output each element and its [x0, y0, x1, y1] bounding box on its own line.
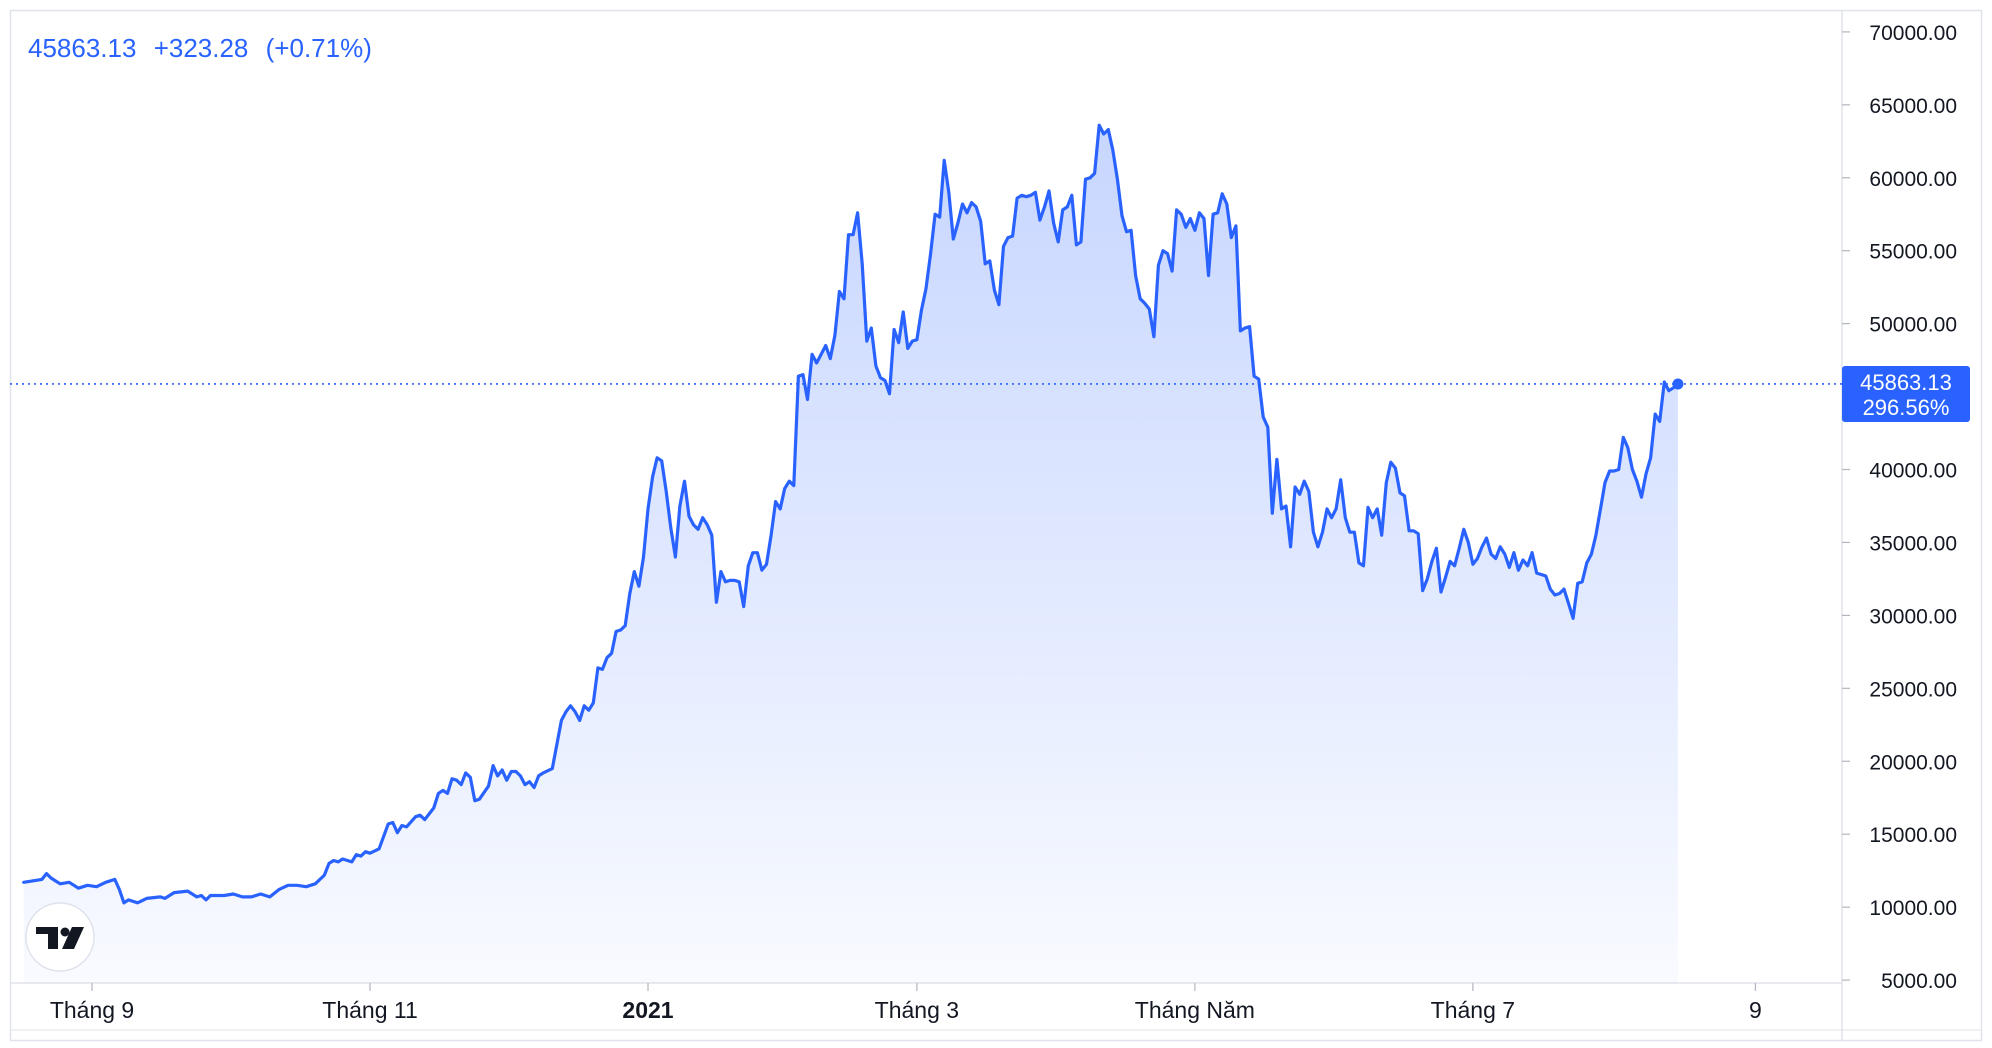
price-line[interactable]: [22, 123, 1680, 905]
y-tick-label: 25000.00: [1869, 678, 1957, 701]
x-tick-label: Tháng 9: [50, 997, 134, 1023]
last-price-badge: 45863.13 296.56%: [1842, 365, 1970, 422]
y-tick-label: 50000.00: [1869, 314, 1957, 337]
y-tick-label: 30000.00: [1869, 605, 1957, 628]
x-tick-label: Tháng 3: [875, 997, 959, 1023]
legend-change: +323.28: [154, 33, 249, 63]
last-price-badge-price: 45863.13: [1860, 370, 1952, 395]
price-axis[interactable]: 70000.00 65000.00 60000.00 55000.00 50000.00…: [1842, 22, 1957, 993]
x-tick-label: Tháng 11: [322, 997, 417, 1023]
y-tick-label: 40000.00: [1869, 460, 1957, 483]
legend-price: 45863.13: [28, 33, 136, 63]
y-tick-label: 35000.00: [1869, 532, 1957, 555]
y-tick-label: 55000.00: [1869, 241, 1957, 264]
y-tick-label: 65000.00: [1869, 95, 1957, 118]
y-tick-label: 10000.00: [1869, 897, 1957, 920]
y-tick-label: 60000.00: [1869, 168, 1957, 191]
legend-values: 45863.13 +323.28 (+0.71%): [28, 33, 372, 63]
tradingview-logo-icon[interactable]: [25, 902, 95, 972]
legend-change-percent: (+0.71%): [266, 33, 372, 63]
x-tick-label: Tháng Năm: [1135, 997, 1255, 1023]
x-tick-label: Tháng 7: [1431, 997, 1515, 1023]
last-price-badge-bg: [1842, 365, 1970, 422]
y-tick-label: 70000.00: [1869, 22, 1957, 45]
last-price-badge-percent: 296.56%: [1863, 395, 1950, 420]
y-tick-label: 20000.00: [1869, 751, 1957, 774]
price-area-fill: [23, 125, 1678, 983]
y-tick-label: 15000.00: [1869, 824, 1957, 847]
y-tick-label: 5000.00: [1881, 970, 1957, 993]
time-axis[interactable]: Tháng 9 Tháng 11 2021 Tháng 3 Tháng Năm Tháng…: [50, 983, 1762, 1023]
last-price-dot[interactable]: [1672, 378, 1684, 390]
x-tick-label: 2021: [622, 997, 673, 1023]
chart-frame: [9, 9, 1983, 1042]
x-tick-label: 9: [1749, 997, 1762, 1023]
